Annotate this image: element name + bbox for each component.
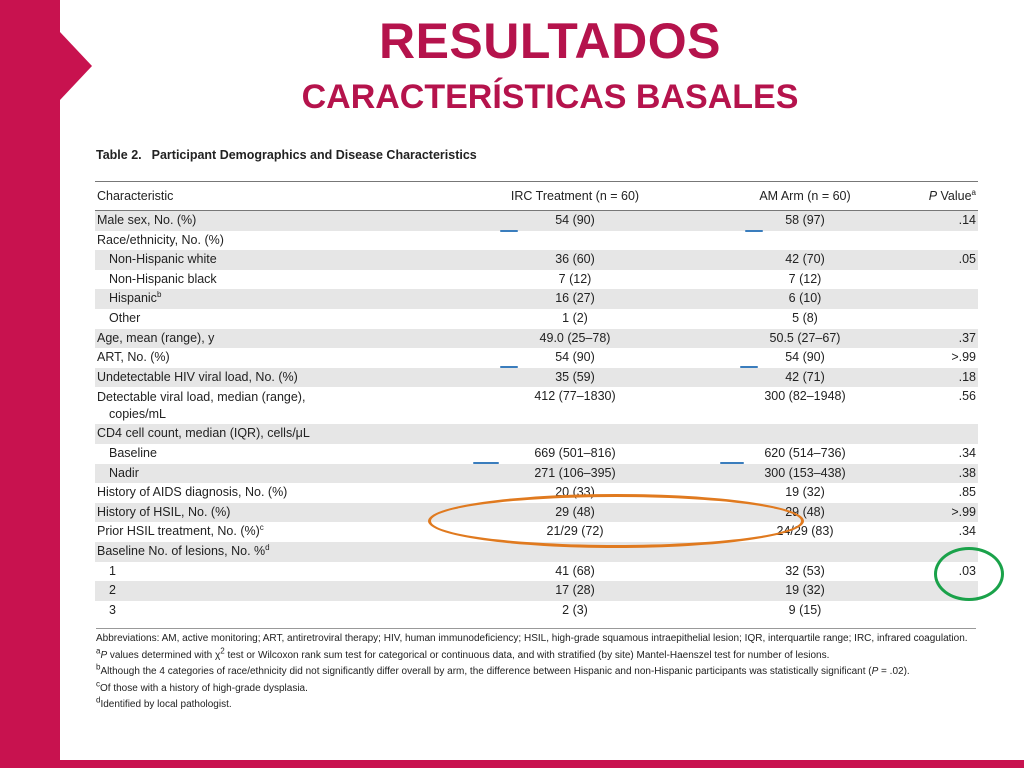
table-row: Baseline No. of lesions, No. %d <box>95 541 978 562</box>
table-row: Other 1 (2) 5 (8) <box>109 310 818 325</box>
table-row: 1 41 (68) 32 (53) .03 <box>109 563 976 578</box>
header-characteristic: Characteristic <box>97 189 174 203</box>
demographics-table: Characteristic IRC Treatment (n = 60) AM… <box>95 181 978 620</box>
highlight-circle-p-value <box>934 547 1004 601</box>
footnote-a: aP values determined with χ2 test or Wil… <box>96 646 830 661</box>
table-row: CD4 cell count, median (IQR), cells/μL <box>95 424 978 444</box>
table-number: Table 2. <box>96 148 142 162</box>
header-am: AM Arm (n = 60) <box>759 189 851 203</box>
table-row: Nadir 271 (106–395) 300 (153–438) .38 <box>95 463 978 484</box>
table-caption: Table 2. Participant Demographics and Dis… <box>96 148 477 162</box>
table-row: Baseline 669 (501–816) 620 (514–736) .34 <box>109 445 976 460</box>
annotation-underline <box>740 366 758 368</box>
table-row: Non-Hispanic black 7 (12) 7 (12) <box>109 271 822 286</box>
footnote-c: cOf those with a history of high-grade d… <box>96 679 308 694</box>
footnote-abbreviations: Abbreviations: AM, active monitoring; AR… <box>96 633 968 644</box>
slide-subtitle: CARACTERÍSTICAS BASALES <box>301 78 799 116</box>
annotation-underline <box>473 462 499 464</box>
bottom-accent-bar <box>0 760 1024 768</box>
highlight-oval-hsil <box>428 494 804 548</box>
table-title: Participant Demographics and Disease Cha… <box>151 148 477 162</box>
table-row: Hispanicb 16 (27) 6 (10) <box>95 289 978 309</box>
table-footnotes: Abbreviations: AM, active monitoring; AR… <box>96 628 976 714</box>
table-row: Detectable viral load, median (range), co… <box>97 389 976 422</box>
table-row: ART, No. (%) 54 (90) 54 (90) >.99 <box>97 350 976 365</box>
accent-arrow <box>60 32 92 100</box>
left-accent-bar <box>0 0 60 768</box>
table-row: Undetectable HIV viral load, No. (%) 35 (… <box>95 367 978 388</box>
header-irc: IRC Treatment (n = 60) <box>510 189 640 203</box>
annotation-underline <box>720 462 744 464</box>
table-row: Non-Hispanic white 36 (60) 42 (70) .05 <box>95 250 978 270</box>
annotation-underline <box>500 366 518 368</box>
footnote-d: dIdentified by local pathologist. <box>96 695 232 710</box>
table-row: Race/ethnicity, No. (%) <box>97 232 224 247</box>
header-p-value: P Valuea <box>928 187 976 203</box>
annotation-underline <box>500 230 518 232</box>
table-row: Male sex, No. (%) 54 (90) 58 (97) .14 <box>95 211 978 231</box>
footnote-b: bAlthough the 4 categories of race/ethni… <box>96 662 910 677</box>
table-row: 2 17 (28) 19 (32) <box>95 581 978 601</box>
slide-title: RESULTADOS <box>378 13 722 69</box>
table-row: Age, mean (range), y 49.0 (25–78) 50.5 (27… <box>95 328 978 349</box>
annotation-underline <box>745 230 763 232</box>
table-header-row: Characteristic IRC Treatment (n = 60) AM… <box>95 182 978 211</box>
